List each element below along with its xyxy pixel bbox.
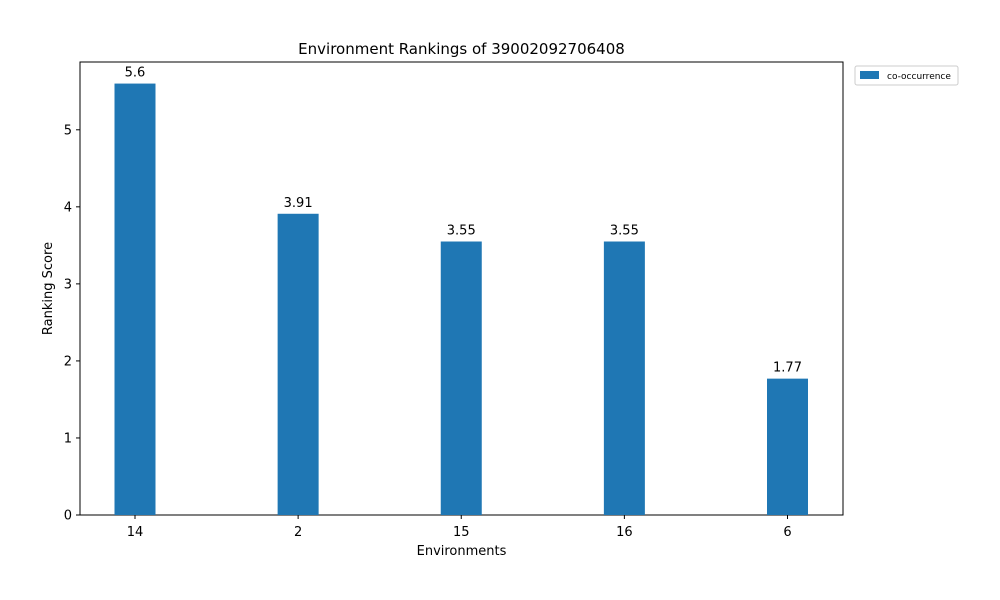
y-tick-label-3: 3 [64,277,72,292]
legend-label: co-occurrence [887,72,951,82]
y-tick-label-5: 5 [64,123,72,138]
bar-16 [603,241,645,515]
bar-6 [767,378,808,515]
x-tick-label-14: 14 [127,525,144,540]
bars-group [114,83,808,516]
legend-swatch [860,71,879,79]
bar-15 [440,241,482,515]
x-axis-label: Environments [417,544,507,559]
value-label-6: 1.77 [773,361,802,376]
y-tick-label-2: 2 [64,354,72,369]
bar-14 [114,83,156,516]
y-axis-label: Ranking Score [41,242,56,335]
value-label-15: 3.55 [447,224,476,239]
legend: co-occurrence [854,65,959,86]
bar-2 [277,213,319,516]
value-labels-group: 5.6 3.91 3.55 3.55 1.77 [125,66,802,376]
value-label-14: 5.6 [125,66,146,81]
y-tick-label-0: 0 [64,509,72,524]
x-axis: 14 2 15 16 6 [127,515,792,540]
y-tick-label-4: 4 [64,200,72,215]
x-tick-label-16: 16 [616,525,633,540]
value-label-2: 3.91 [284,196,313,211]
value-label-16: 3.55 [610,224,639,239]
y-tick-label-1: 1 [64,431,72,446]
x-tick-label-6: 6 [783,525,791,540]
x-tick-label-2: 2 [294,525,302,540]
chart-title: Environment Rankings of 39002092706408 [298,40,625,58]
legend-box [854,65,959,86]
y-axis: 0 1 2 3 4 5 [64,123,80,524]
x-tick-label-15: 15 [453,525,470,540]
